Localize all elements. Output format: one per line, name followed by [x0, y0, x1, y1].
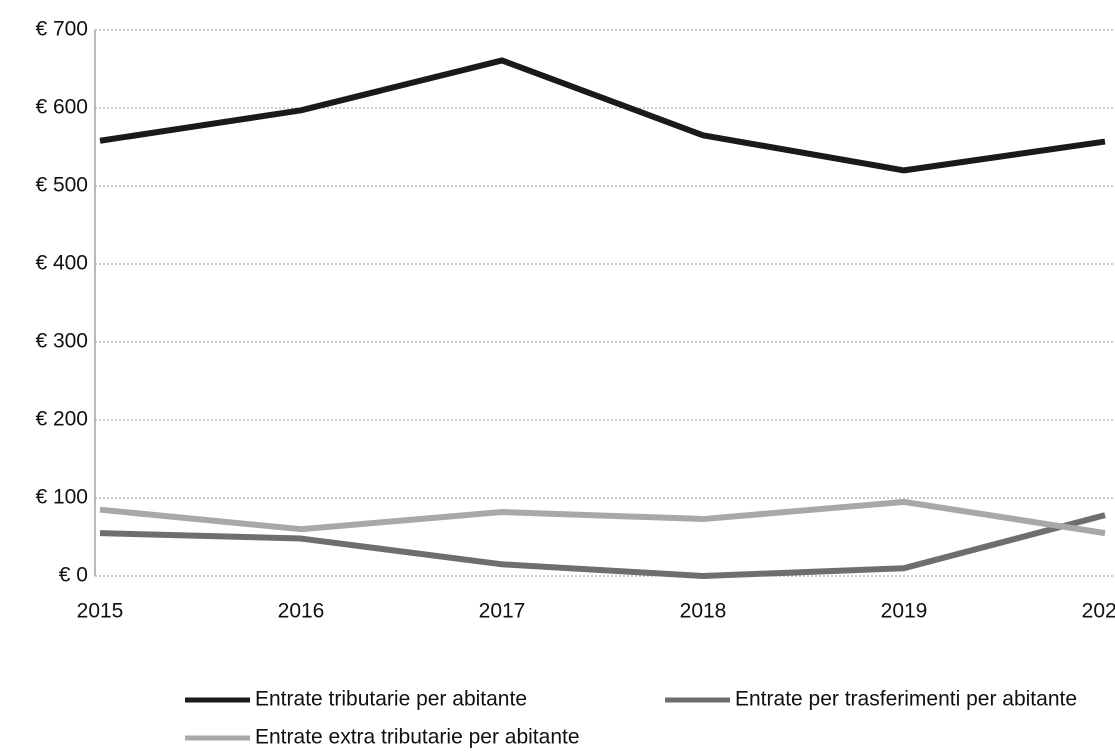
- y-tick-label: € 0: [59, 564, 88, 587]
- y-tick-label: € 300: [35, 330, 88, 353]
- series-line: [99, 512, 1106, 579]
- x-tick-label: 2020: [1082, 600, 1115, 623]
- series-line: [99, 57, 1106, 174]
- x-tick-label: 2018: [680, 600, 727, 623]
- y-tick-label: € 400: [35, 252, 88, 275]
- legend-label: Entrate per trasferimenti per abitante: [735, 688, 1077, 711]
- x-tick-label: 2015: [77, 600, 124, 623]
- x-tick-label: 2016: [278, 600, 325, 623]
- series-line: [99, 498, 1106, 537]
- y-tick-label: € 600: [35, 96, 88, 119]
- x-tick-label: 2019: [881, 600, 928, 623]
- y-tick-label: € 500: [35, 174, 88, 197]
- legend-label: Entrate tributarie per abitante: [255, 688, 527, 711]
- legend-label: Entrate extra tributarie per abitante: [255, 726, 580, 749]
- x-tick-label: 2017: [479, 600, 526, 623]
- y-tick-label: € 200: [35, 408, 88, 431]
- y-tick-label: € 700: [35, 18, 88, 41]
- y-tick-label: € 100: [35, 486, 88, 509]
